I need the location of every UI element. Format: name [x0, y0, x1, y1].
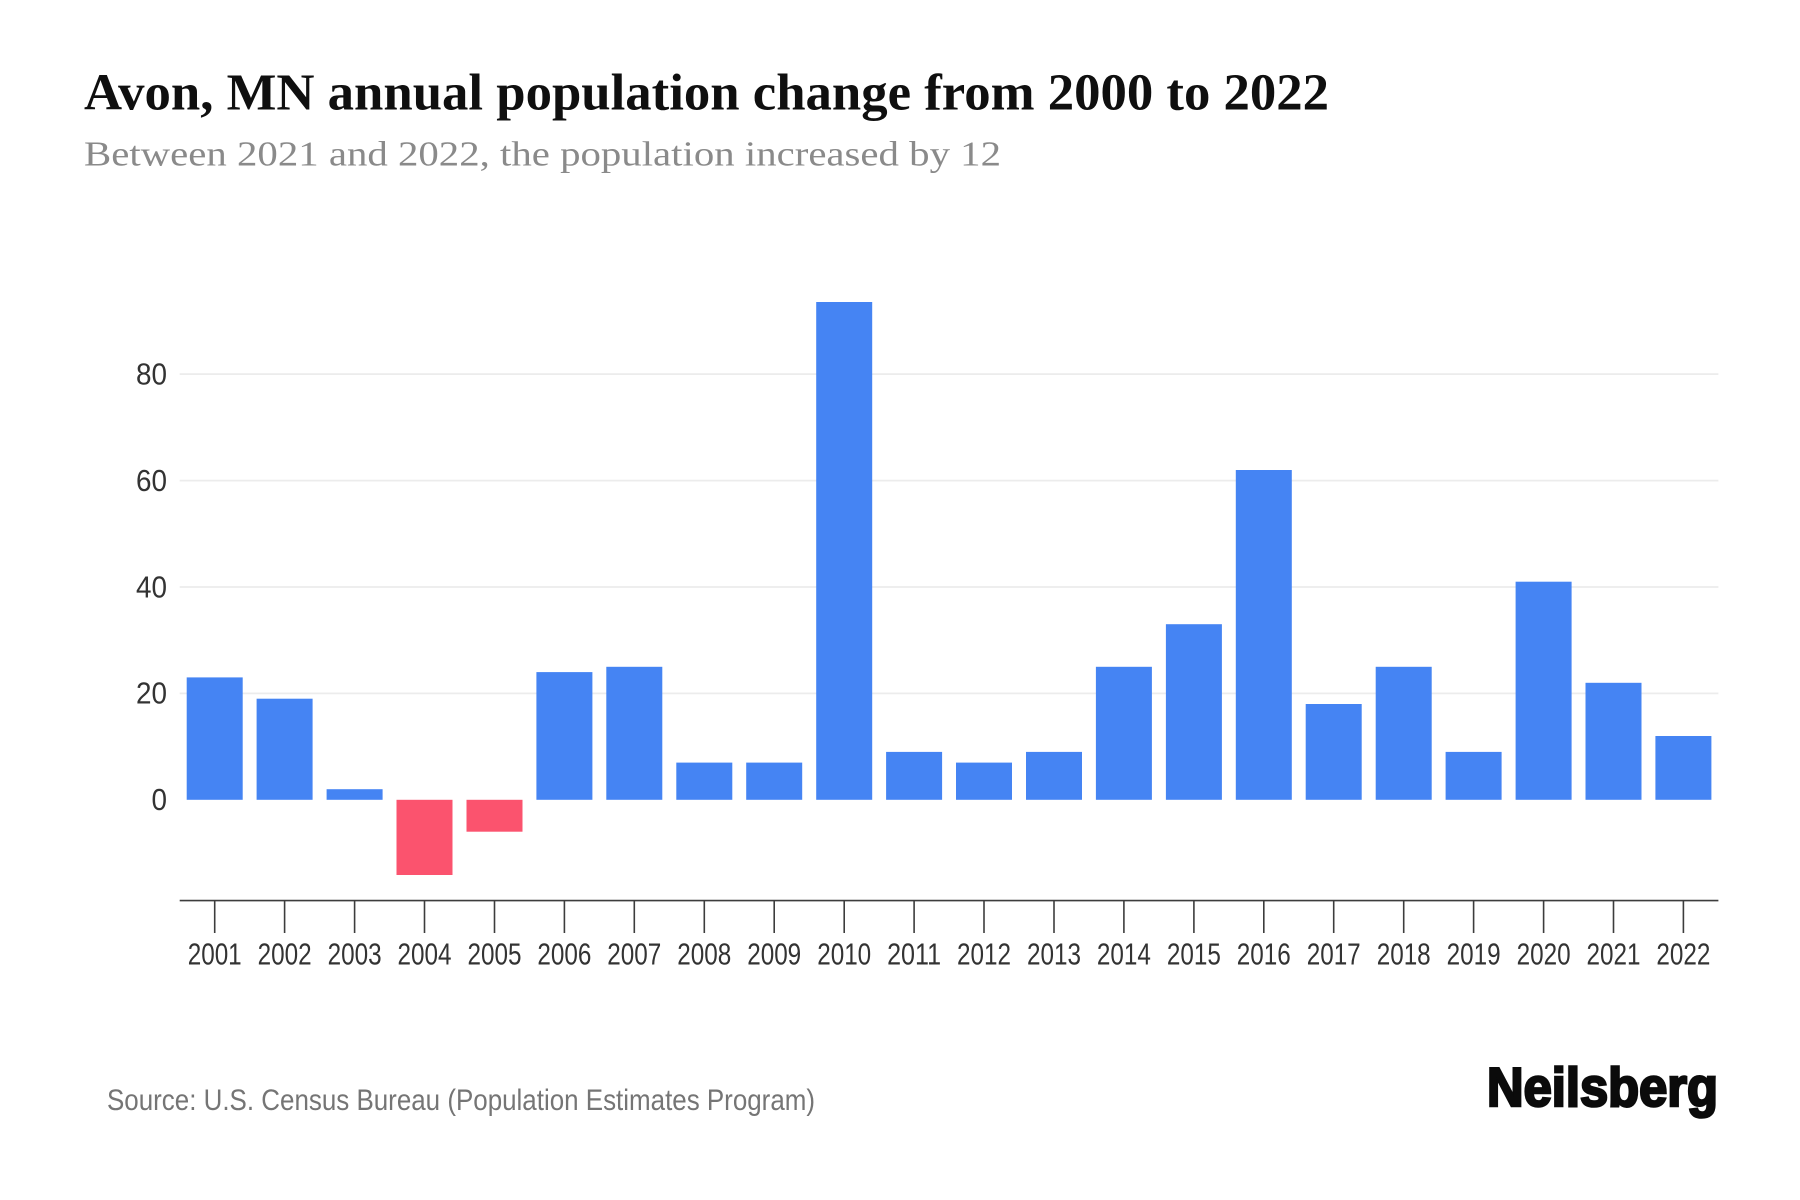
svg-text:2014: 2014 — [1097, 937, 1151, 972]
svg-text:2002: 2002 — [258, 937, 312, 972]
svg-text:2013: 2013 — [1027, 937, 1081, 972]
svg-text:20: 20 — [136, 676, 167, 711]
svg-text:80: 80 — [136, 356, 167, 391]
svg-text:2015: 2015 — [1167, 937, 1221, 972]
svg-text:Between 2021 and 2022, the pop: Between 2021 and 2022, the population in… — [84, 135, 1001, 174]
svg-text:Neilsberg: Neilsberg — [1487, 1056, 1718, 1118]
svg-text:2005: 2005 — [468, 937, 522, 972]
svg-text:0: 0 — [152, 782, 168, 817]
svg-text:2019: 2019 — [1447, 937, 1501, 972]
svg-text:Avon, MN annual population cha: Avon, MN annual population change from 2… — [84, 65, 1329, 122]
svg-text:2022: 2022 — [1656, 937, 1710, 972]
svg-text:2017: 2017 — [1307, 937, 1361, 972]
svg-text:2006: 2006 — [537, 937, 591, 972]
svg-text:2008: 2008 — [677, 937, 731, 972]
svg-text:2004: 2004 — [398, 937, 452, 972]
svg-text:2021: 2021 — [1587, 937, 1641, 972]
svg-text:2012: 2012 — [957, 937, 1011, 972]
svg-text:40: 40 — [136, 569, 167, 604]
svg-text:2010: 2010 — [817, 937, 871, 972]
svg-text:Source: U.S. Census Bureau (Po: Source: U.S. Census Bureau (Population E… — [107, 1084, 815, 1117]
svg-text:2003: 2003 — [328, 937, 382, 972]
svg-text:60: 60 — [136, 463, 167, 498]
svg-text:2009: 2009 — [747, 937, 801, 972]
svg-text:2011: 2011 — [887, 937, 941, 972]
svg-text:2016: 2016 — [1237, 937, 1291, 972]
svg-text:2007: 2007 — [607, 937, 661, 972]
svg-text:2001: 2001 — [188, 937, 242, 972]
svg-text:2020: 2020 — [1517, 937, 1571, 972]
svg-text:2018: 2018 — [1377, 937, 1431, 972]
